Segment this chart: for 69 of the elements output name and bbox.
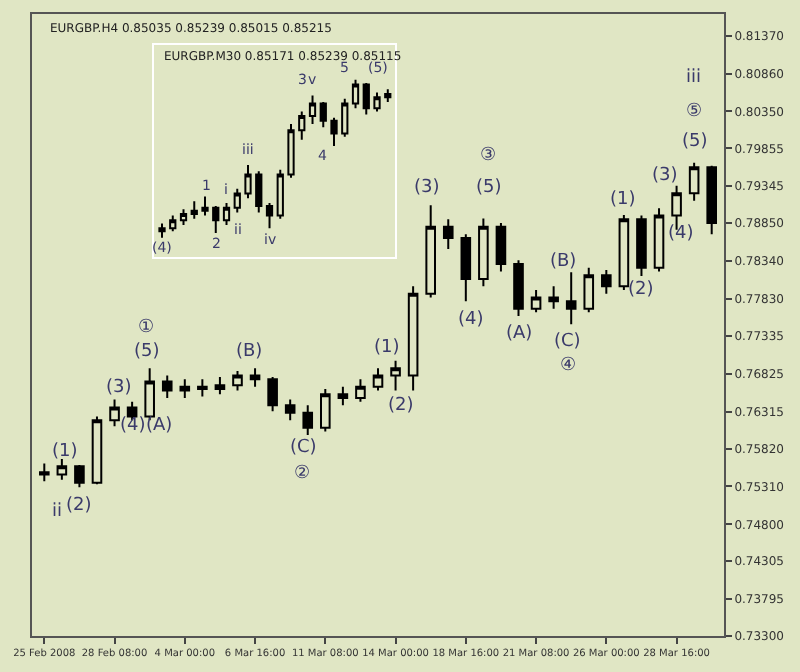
annotation: (3) <box>414 178 440 198</box>
candlestick <box>425 204 436 299</box>
candlestick <box>460 233 472 303</box>
candlestick <box>320 387 331 433</box>
candlestick <box>214 376 226 396</box>
candlestick <box>495 222 507 273</box>
candlestick <box>706 164 717 236</box>
candlestick <box>601 268 612 295</box>
candlestick <box>179 208 188 227</box>
annotation: ⑤ <box>686 102 703 122</box>
annotation: (2) <box>66 496 92 516</box>
annotation: (B) <box>550 252 577 272</box>
annotation: (1) <box>610 190 636 210</box>
candlestick <box>548 285 559 310</box>
candlestick <box>442 218 454 251</box>
candlestick <box>265 201 274 230</box>
candlestick <box>372 367 384 392</box>
annotation: (C) <box>290 438 317 458</box>
candlestick <box>39 462 50 483</box>
annotation: (4) <box>120 416 146 436</box>
annotation: (2) <box>628 280 654 300</box>
candlestick <box>74 463 85 489</box>
annotation: ② <box>294 464 311 484</box>
annotation: ④ <box>560 356 577 376</box>
annotation: (3) <box>106 378 132 398</box>
candlestick <box>267 376 278 413</box>
candlestick <box>653 207 665 273</box>
candlestick <box>222 201 231 227</box>
annotation: (5) <box>682 132 708 152</box>
candlestick <box>513 259 524 318</box>
annotation: ii <box>52 502 63 522</box>
candlestick <box>478 217 489 288</box>
candlestick <box>618 213 630 292</box>
annotation: ① <box>138 318 155 338</box>
annotation: (3) <box>652 166 678 186</box>
annotation: (C) <box>554 332 581 352</box>
candlestick <box>351 78 360 110</box>
candlestick <box>232 370 243 392</box>
candlestick <box>91 415 103 486</box>
annotation: ③ <box>480 146 497 166</box>
annotation: (4) <box>458 310 484 330</box>
candlestick <box>337 385 349 407</box>
annotation: (5) <box>134 342 160 362</box>
annotation: iii <box>686 68 702 88</box>
candlestick <box>565 271 577 326</box>
candlestick <box>308 94 317 126</box>
candlestick <box>355 378 366 403</box>
candlestick <box>636 214 647 277</box>
annotation: (1) <box>52 442 78 462</box>
annotation: (B) <box>236 342 263 362</box>
candlestick <box>249 367 261 388</box>
annotation: (5) <box>476 178 502 198</box>
annotation: (A) <box>146 416 173 436</box>
candlestick <box>56 457 68 481</box>
candlestick <box>302 404 314 437</box>
annotation: (2) <box>388 396 414 416</box>
annotation: (1) <box>374 338 400 358</box>
candlestick <box>109 398 120 428</box>
candlestick <box>407 285 419 392</box>
candlestick <box>530 289 542 314</box>
annotation: (A) <box>506 324 533 344</box>
candlestick <box>197 378 208 398</box>
candlestick <box>179 378 191 399</box>
candlestick <box>688 161 700 202</box>
candlestick <box>583 266 595 314</box>
annotation: (4) <box>668 224 694 244</box>
candlestick <box>284 398 296 422</box>
candlestick <box>390 359 401 392</box>
candlestick <box>161 374 173 399</box>
